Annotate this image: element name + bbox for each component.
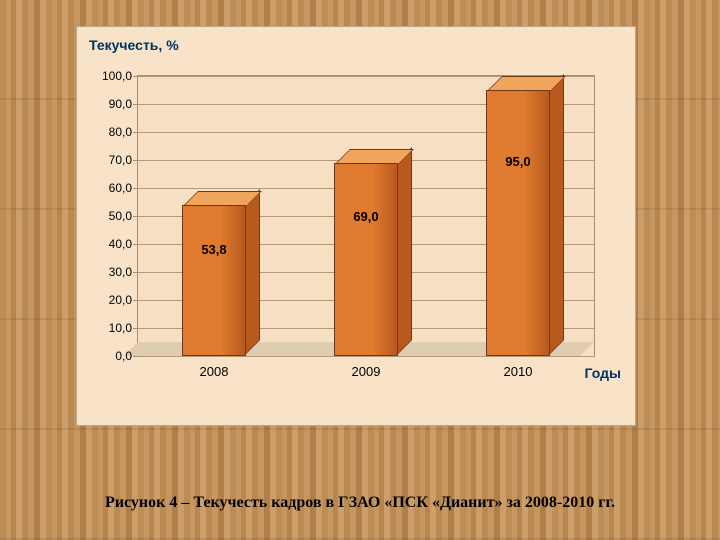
bar-side (548, 74, 564, 356)
chart-panel: Текучесть, % 0,010,020,030,040,050,060,0… (76, 26, 636, 426)
bar: 95,0 (486, 90, 550, 356)
bar-value-label: 53,8 (201, 242, 226, 257)
ytick-label: 90,0 (109, 97, 138, 111)
xtick-label: 2010 (504, 356, 533, 379)
bar: 69,0 (334, 163, 398, 356)
ytick-label: 70,0 (109, 153, 138, 167)
ytick-label: 10,0 (109, 321, 138, 335)
bar-face (182, 205, 246, 356)
ytick-label: 60,0 (109, 181, 138, 195)
xtick-label: 2009 (352, 356, 381, 379)
y-axis-title: Текучесть, % (89, 37, 179, 53)
bar: 53,8 (182, 205, 246, 356)
plot-area: 0,010,020,030,040,050,060,070,080,090,01… (137, 75, 595, 357)
ytick-label: 80,0 (109, 125, 138, 139)
bar-side (244, 189, 260, 356)
ytick-label: 0,0 (115, 349, 138, 363)
x-axis-title: Годы (585, 365, 621, 381)
bar-value-label: 95,0 (505, 154, 530, 169)
ytick-label: 100,0 (102, 69, 138, 83)
ytick-label: 40,0 (109, 237, 138, 251)
stage: Текучесть, % 0,010,020,030,040,050,060,0… (0, 0, 720, 540)
bar-side (396, 147, 412, 356)
ytick-label: 30,0 (109, 265, 138, 279)
bar-face (486, 90, 550, 356)
ytick-label: 20,0 (109, 293, 138, 307)
xtick-label: 2008 (200, 356, 229, 379)
bar-value-label: 69,0 (353, 209, 378, 224)
ytick-label: 50,0 (109, 209, 138, 223)
figure-caption: Рисунок 4 – Текучесть кадров в ГЗАО «ПСК… (0, 494, 720, 512)
bar-face (334, 163, 398, 356)
